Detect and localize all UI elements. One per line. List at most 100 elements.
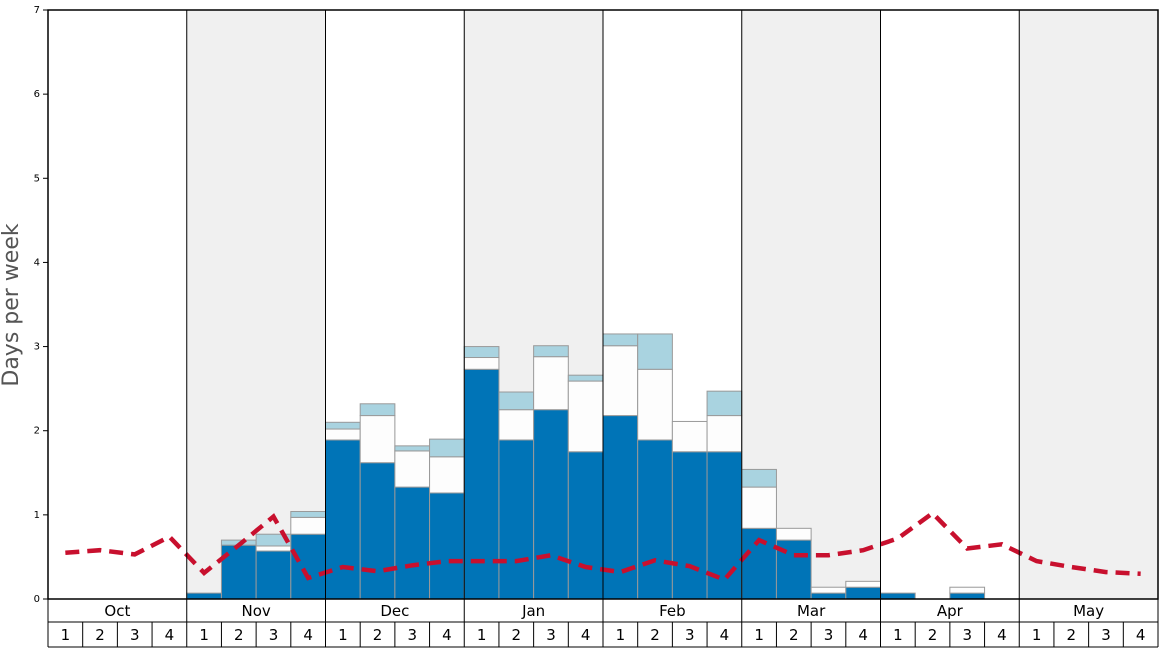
bar-segment [255, 545, 292, 552]
month-label: Mar [797, 602, 826, 620]
bar-segment [775, 527, 812, 541]
bar-segment [741, 486, 777, 529]
y-tick-label: 4 [34, 257, 40, 268]
bar-segment [810, 592, 847, 600]
bar-segment [845, 580, 881, 588]
bar-segment [498, 439, 535, 600]
bar-segment [880, 592, 916, 600]
x-tick-label: 1 [477, 626, 487, 644]
bar-segment [706, 390, 743, 417]
bar-segment [845, 586, 881, 600]
bar-segment [290, 533, 326, 600]
bar-segment [429, 456, 465, 494]
bar-segment [325, 439, 361, 600]
x-tick-label: 4 [997, 626, 1007, 644]
y-tick-label: 1 [34, 510, 40, 521]
x-tick-label: 2 [789, 626, 799, 644]
month-label: Dec [380, 602, 409, 620]
y-axis-label: Days per week [0, 223, 24, 386]
x-tick-label: 3 [269, 626, 279, 644]
x-tick-label: 2 [373, 626, 383, 644]
x-tick-label: 3 [685, 626, 695, 644]
bar-segment [671, 451, 708, 600]
x-tick-label: 1 [616, 626, 626, 644]
x-tick-label: 2 [1067, 626, 1077, 644]
month-label: May [1073, 602, 1104, 620]
bar-segment [533, 345, 569, 358]
x-tick-label: 2 [234, 626, 244, 644]
bar-segment [810, 586, 847, 594]
bar-segment [186, 592, 222, 600]
bar-segment [637, 368, 673, 441]
x-tick-label: 1 [1032, 626, 1042, 644]
bar-segment [463, 368, 500, 600]
bar-segment [359, 403, 396, 417]
x-tick-label: 2 [928, 626, 938, 644]
bar-segment [637, 439, 673, 600]
bar-segment [394, 445, 431, 452]
x-tick-label: 4 [442, 626, 452, 644]
y-tick-label: 0 [34, 594, 40, 605]
month-band [1019, 10, 1158, 599]
bar-segment [567, 374, 604, 382]
bar-segment [429, 492, 465, 600]
x-tick-label: 3 [824, 626, 834, 644]
x-tick-label: 4 [858, 626, 868, 644]
bar-segment [429, 438, 465, 458]
bar-segment [706, 415, 743, 453]
x-tick-label: 4 [303, 626, 313, 644]
bar-segment [325, 421, 361, 430]
bar-segment [602, 345, 639, 417]
y-tick-label: 6 [34, 89, 40, 100]
x-tick-label: 3 [1101, 626, 1111, 644]
month-label: Feb [659, 602, 686, 620]
x-tick-label: 1 [338, 626, 348, 644]
x-tick-label: 3 [130, 626, 140, 644]
bar-segment [498, 409, 535, 441]
bar-segment [567, 451, 604, 600]
bar-segment [567, 380, 604, 453]
y-tick-label: 3 [34, 342, 40, 353]
x-tick-label: 1 [199, 626, 209, 644]
y-tick-label: 5 [34, 173, 40, 184]
x-tick-label: 3 [407, 626, 417, 644]
bar-segment [741, 468, 777, 488]
bar-segment [671, 420, 708, 453]
bar-segment [394, 450, 431, 488]
x-tick-label: 4 [1136, 626, 1146, 644]
month-label: Jan [521, 602, 545, 620]
bar-segment [359, 462, 396, 600]
bar-segment [533, 409, 569, 600]
x-tick-label: 1 [893, 626, 903, 644]
bar-segment [359, 415, 396, 464]
bar-segment [463, 357, 500, 370]
x-tick-label: 4 [581, 626, 591, 644]
x-tick-label: 2 [95, 626, 105, 644]
bar-segment [533, 356, 569, 411]
y-tick-label: 7 [34, 5, 40, 16]
month-label: Apr [937, 602, 964, 620]
bar-segment [602, 333, 639, 347]
x-tick-label: 2 [512, 626, 522, 644]
bar-segment [637, 333, 673, 370]
bar-segment [255, 550, 292, 600]
x-tick-label: 1 [61, 626, 71, 644]
month-label: Nov [241, 602, 270, 620]
y-tick-label: 2 [34, 426, 40, 437]
bar-segment [463, 346, 500, 359]
x-tick-label: 3 [546, 626, 556, 644]
bar-segment [394, 486, 431, 600]
x-tick-label: 3 [962, 626, 972, 644]
month-band [186, 10, 326, 599]
x-tick-label: 4 [165, 626, 175, 644]
bar-segment [290, 516, 326, 535]
month-label: Oct [104, 602, 130, 620]
bar-segment [949, 592, 986, 600]
bar-segment [325, 428, 361, 441]
x-tick-label: 2 [650, 626, 660, 644]
bar-segment [498, 391, 535, 411]
bar-segment [290, 510, 326, 518]
bar-segment [949, 586, 986, 594]
x-tick-label: 4 [720, 626, 730, 644]
